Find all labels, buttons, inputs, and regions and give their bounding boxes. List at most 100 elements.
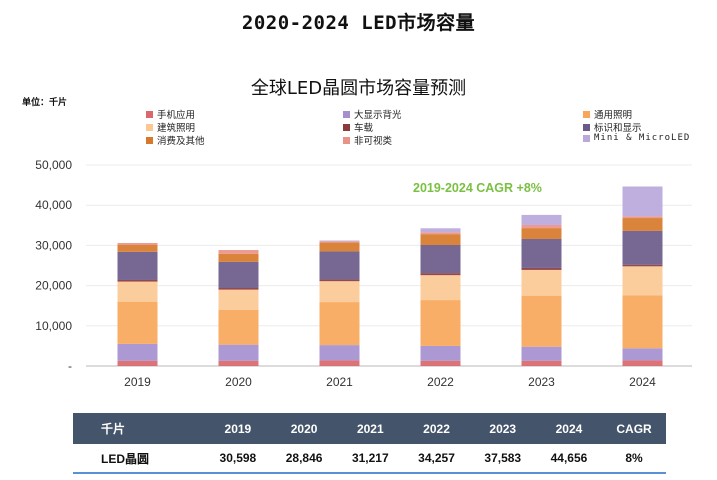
bar-segment — [319, 302, 360, 346]
legend-swatch — [146, 110, 153, 118]
table-cell: 28,846 — [270, 444, 338, 474]
bar-segment — [521, 269, 562, 296]
bar-segment — [420, 228, 461, 233]
bar-segment — [218, 289, 259, 310]
bar-segment — [521, 360, 562, 366]
y-tick-label: 50,000 — [35, 158, 72, 172]
bar-segment — [622, 348, 663, 361]
legend-swatch — [583, 110, 590, 118]
legend-label: 通用照明 — [594, 110, 633, 121]
unit-label: 单位：千片 — [22, 98, 68, 108]
table-header-cell: 2019 — [204, 413, 271, 444]
y-tick-label: 30,000 — [35, 238, 72, 252]
bar-segment — [622, 264, 663, 267]
bar-segment — [420, 275, 461, 301]
legend-label: 标识和显示 — [594, 123, 642, 134]
bar-segment — [420, 300, 461, 346]
x-tick-label: 2023 — [528, 375, 555, 389]
legend-swatch — [583, 123, 590, 131]
y-tick-label: 40,000 — [35, 198, 72, 212]
bar-segment — [218, 288, 259, 290]
legend-item: 建筑照明 — [146, 120, 195, 134]
bar-segment — [521, 228, 562, 239]
table-cell: 37,583 — [469, 444, 536, 474]
table-cell: 31,217 — [337, 444, 404, 474]
table-cell: 34,257 — [403, 444, 470, 474]
bar-segment — [319, 279, 360, 282]
bar-segment — [117, 301, 158, 344]
legend-label: 大显示背光 — [354, 110, 402, 121]
legend-label: 消费及其他 — [157, 136, 205, 147]
table-header-cell: 2022 — [403, 413, 470, 444]
legend-swatch — [343, 110, 350, 118]
bar-segment — [622, 360, 663, 366]
x-tick-label: 2024 — [629, 375, 656, 389]
x-tick-label: 2019 — [124, 375, 151, 389]
table-header-cell: 千片 — [73, 413, 205, 444]
bar-segment — [521, 346, 562, 361]
bar-segment — [420, 360, 461, 366]
table-cell: 30,598 — [204, 444, 271, 474]
bar-segment — [218, 360, 259, 366]
bar-segment — [117, 242, 158, 245]
legend-label: 手机应用 — [157, 110, 196, 121]
page-title: 2020-2024 LED市场容量 — [241, 12, 476, 34]
stacked-bar-chart: - 10,000 20,000 30,000 40,000 50,000 2019 2020 2… — [35, 158, 692, 389]
table-header-cell: 2024 — [535, 413, 603, 444]
bar-segment — [218, 309, 259, 345]
bar-segment — [117, 244, 158, 252]
bar-segment — [622, 218, 663, 231]
bar-segment — [319, 241, 360, 243]
legend-item: 大显示背光 — [343, 107, 402, 121]
y-tick-label: - — [68, 359, 72, 373]
bar-segment — [622, 266, 663, 296]
table-cell: 44,656 — [535, 444, 603, 474]
cagr-annotation: 2019-2024 CAGR +8% — [413, 181, 542, 195]
x-tick-label: 2020 — [225, 375, 252, 389]
legend-item: 车载 — [343, 120, 373, 134]
bar-segment — [319, 242, 360, 252]
bar-segment — [117, 281, 158, 302]
bar-segment — [218, 344, 259, 361]
legend-swatch — [583, 134, 590, 142]
bar-segment — [319, 360, 360, 366]
bar-segment — [622, 295, 663, 349]
bar-segment — [420, 244, 461, 274]
legend-item: 消费及其他 — [146, 133, 205, 147]
legend-item: 非可视类 — [343, 133, 392, 147]
legend-label: Mini & MicroLED — [594, 133, 691, 143]
bar-segment — [521, 238, 562, 268]
bar-segment — [521, 224, 562, 229]
bar-segment — [521, 214, 562, 225]
bar-segment — [218, 250, 259, 254]
legend-item: 标识和显示 — [583, 120, 642, 134]
legend-item: Mini & MicroLED — [583, 133, 690, 143]
legend-item: 手机应用 — [146, 107, 195, 121]
bar-segment — [521, 295, 562, 347]
bar-segment — [319, 345, 360, 361]
chart-title: 全球LED晶圆市场容量预测 — [250, 78, 467, 99]
x-tick-label: 2022 — [427, 375, 454, 389]
legend-swatch — [343, 136, 350, 144]
bar-segment — [622, 216, 663, 219]
bar-segment — [218, 253, 259, 262]
legend-swatch — [146, 123, 153, 131]
y-tick-label: 10,000 — [35, 319, 72, 333]
x-tick-label: 2021 — [326, 375, 353, 389]
table-header-cell: CAGR — [602, 413, 666, 444]
table-cell: LED晶圆 — [73, 444, 205, 474]
bar-segment — [622, 186, 663, 217]
table-header-cell: 2021 — [337, 413, 404, 444]
legend-label: 建筑照明 — [157, 123, 196, 134]
legend-label: 非可视类 — [354, 136, 393, 147]
table-header-cell: 2020 — [270, 413, 338, 444]
bar-segment — [420, 345, 461, 361]
table-cell: 8% — [602, 444, 666, 474]
bar-segment — [117, 343, 158, 361]
bar-segment — [117, 279, 158, 282]
table-row: LED晶圆 30,598 28,846 31,217 34,257 37,583… — [73, 444, 666, 474]
y-tick-label: 20,000 — [35, 279, 72, 293]
bar-segment — [319, 281, 360, 303]
bar-segment — [117, 360, 158, 366]
bar-segment — [420, 273, 461, 276]
